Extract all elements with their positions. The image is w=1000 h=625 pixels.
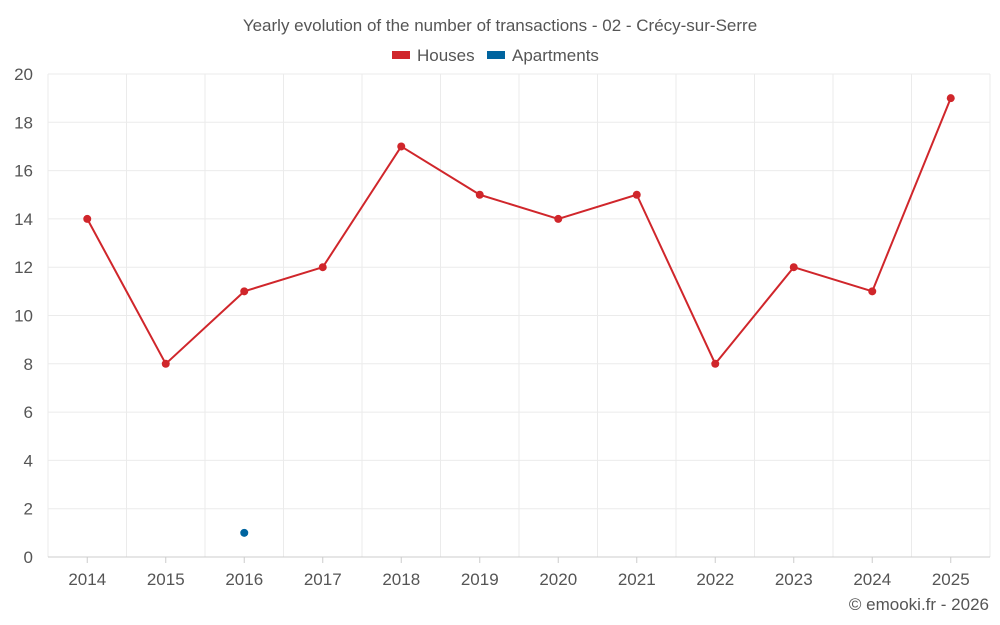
y-tick-label: 18 bbox=[14, 113, 33, 132]
y-tick-label: 14 bbox=[14, 210, 33, 229]
series-lines bbox=[86, 97, 952, 365]
credit-text: © emooki.fr - 2026 bbox=[849, 595, 989, 614]
y-tick-label: 2 bbox=[24, 500, 33, 519]
x-tick-label: 2023 bbox=[775, 570, 813, 589]
y-tick-label: 0 bbox=[24, 548, 33, 567]
data-point-houses[interactable] bbox=[711, 359, 720, 368]
y-tick-label: 8 bbox=[24, 355, 33, 374]
legend-swatch-houses bbox=[392, 51, 410, 59]
data-point-houses[interactable] bbox=[946, 94, 955, 103]
legend: Houses Apartments bbox=[392, 46, 599, 65]
y-tick-label: 20 bbox=[14, 65, 33, 84]
x-tick-label: 2020 bbox=[539, 570, 577, 589]
y-tick-label: 4 bbox=[24, 451, 33, 470]
x-tick-label: 2017 bbox=[304, 570, 342, 589]
legend-item-apartments[interactable]: Apartments bbox=[487, 46, 599, 65]
y-tick-label: 10 bbox=[14, 307, 33, 326]
data-point-houses[interactable] bbox=[318, 263, 327, 272]
y-tick-label: 6 bbox=[24, 403, 33, 422]
x-tick-label: 2015 bbox=[147, 570, 185, 589]
series-line-houses bbox=[86, 97, 952, 365]
x-tick-label: 2021 bbox=[618, 570, 656, 589]
x-tick-label: 2014 bbox=[68, 570, 106, 589]
data-point-houses[interactable] bbox=[83, 214, 92, 223]
legend-label-apartments: Apartments bbox=[512, 46, 599, 65]
y-tick-label: 12 bbox=[14, 258, 33, 277]
x-tick-label: 2018 bbox=[382, 570, 420, 589]
x-tick-label: 2024 bbox=[853, 570, 891, 589]
x-axis-ticks: 2014 2015 2016 2017 2018 2019 2020 2021 2022 2023… bbox=[68, 570, 969, 589]
data-point-houses[interactable] bbox=[161, 359, 170, 368]
gridlines bbox=[47, 73, 991, 563]
y-tick-label: 16 bbox=[14, 162, 33, 181]
data-point-houses[interactable] bbox=[632, 190, 641, 199]
data-point-houses[interactable] bbox=[397, 142, 406, 151]
chart-title: Yearly evolution of the number of transa… bbox=[243, 16, 757, 35]
data-point-apartments[interactable] bbox=[240, 528, 249, 537]
legend-swatch-apartments bbox=[487, 51, 505, 59]
legend-item-houses[interactable]: Houses bbox=[392, 46, 475, 65]
data-point-houses[interactable] bbox=[240, 287, 249, 296]
x-tick-label: 2016 bbox=[225, 570, 263, 589]
data-point-houses[interactable] bbox=[789, 263, 798, 272]
x-tick-label: 2025 bbox=[932, 570, 970, 589]
data-point-houses[interactable] bbox=[868, 287, 877, 296]
x-tick-label: 2019 bbox=[461, 570, 499, 589]
x-tick-label: 2022 bbox=[696, 570, 734, 589]
y-axis-ticks: 0 2 4 6 8 10 12 14 16 18 20 bbox=[14, 65, 33, 567]
series-points bbox=[83, 94, 955, 537]
data-point-houses[interactable] bbox=[554, 214, 563, 223]
legend-label-houses: Houses bbox=[417, 46, 475, 65]
data-point-houses[interactable] bbox=[475, 190, 484, 199]
